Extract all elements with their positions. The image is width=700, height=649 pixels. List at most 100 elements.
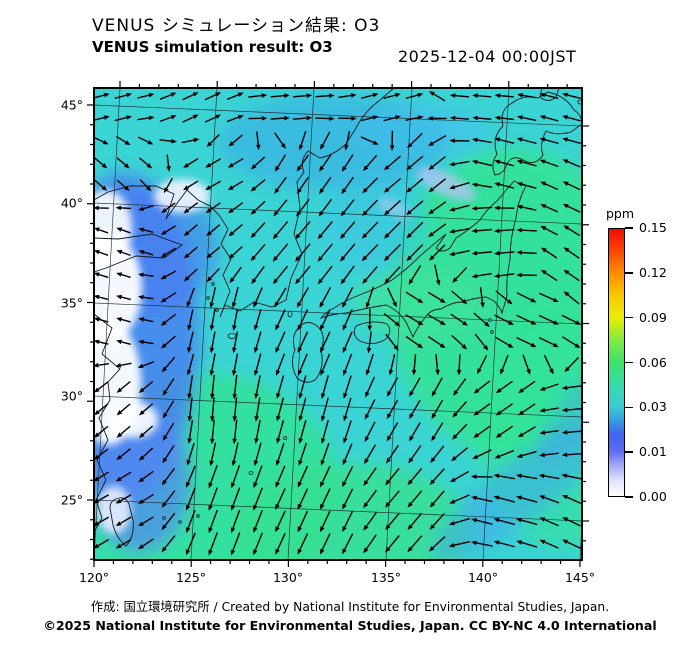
wind-arrow — [364, 399, 376, 420]
wind-arrow-head — [94, 387, 100, 393]
wind-arrow — [319, 154, 332, 172]
wind-arrow — [344, 130, 351, 151]
wind-arrow-shaft — [367, 286, 375, 304]
wind-arrow-head — [435, 279, 441, 286]
wind-arrow-head — [506, 299, 513, 305]
wind-arrow-shaft — [209, 532, 218, 551]
page-title-english: VENUS simulation result: O3 — [92, 38, 333, 56]
wind-arrow-head — [561, 495, 568, 500]
wind-arrow-shaft — [299, 442, 308, 461]
wind-arrow-shaft — [432, 134, 447, 144]
wind-arrow-head — [493, 250, 500, 256]
wind-arrow — [428, 201, 447, 215]
wind-arrow-shaft — [164, 535, 176, 549]
wind-arrow — [232, 331, 239, 354]
wind-arrow — [516, 314, 537, 325]
wind-arrow-head — [449, 161, 455, 167]
wind-arrow — [388, 353, 396, 376]
colorbar-tick — [625, 406, 633, 409]
wind-arrow-head — [261, 93, 268, 98]
wind-arrow — [182, 92, 199, 101]
wind-arrow — [320, 309, 331, 331]
wind-arrow — [315, 93, 335, 99]
wind-arrow-shaft — [187, 268, 198, 279]
wind-arrow — [451, 334, 468, 350]
wind-arrow — [495, 403, 514, 416]
wind-arrow-shaft — [411, 377, 421, 393]
wind-arrow-shaft — [366, 376, 376, 393]
wind-arrow-shaft — [410, 512, 423, 527]
wind-arrow — [431, 399, 444, 420]
wind-arrow — [114, 92, 133, 99]
wind-arrow-shaft — [405, 94, 419, 100]
wind-arrow-shaft — [277, 397, 285, 417]
wind-arrow-head — [320, 324, 325, 331]
wind-arrow — [342, 443, 353, 466]
wind-arrow — [479, 287, 485, 309]
wind-arrow — [297, 533, 309, 555]
wind-arrow-head — [296, 165, 302, 172]
wind-arrow — [516, 337, 537, 348]
wind-arrow-head — [227, 185, 234, 191]
wind-arrow — [228, 246, 243, 260]
wind-arrow-shaft — [273, 132, 284, 145]
wind-arrow — [494, 449, 515, 459]
wind-arrow — [298, 442, 308, 466]
parallel-line — [94, 499, 582, 522]
wind-arrow — [160, 335, 176, 349]
wind-arrow-head — [484, 321, 490, 327]
wind-arrow-head — [138, 410, 145, 416]
wind-arrow-head — [275, 526, 280, 533]
wind-arrow-shaft — [454, 470, 470, 481]
wind-arrow-shaft — [232, 532, 241, 551]
wind-arrow — [298, 419, 307, 444]
wind-arrow-shaft — [432, 536, 446, 549]
wind-arrow — [340, 265, 355, 285]
lat-axis-label: 25° — [61, 493, 83, 508]
wind-arrow-head — [563, 269, 570, 275]
wind-arrow-head — [539, 92, 546, 98]
wind-arrow-head — [385, 524, 391, 531]
wind-arrow-shaft — [521, 251, 537, 255]
wind-arrow — [275, 510, 286, 533]
wind-arrow — [227, 202, 244, 214]
wind-arrow — [183, 246, 198, 259]
wind-arrow-head — [366, 347, 372, 354]
coastline-sakhalin — [539, 88, 560, 101]
wind-arrow — [472, 93, 492, 98]
wind-arrow-shaft — [94, 136, 104, 143]
wind-arrow-head — [340, 210, 346, 217]
wind-arrow-shaft — [321, 465, 331, 483]
wind-arrow — [493, 473, 516, 480]
wind-arrow — [248, 116, 268, 121]
wind-arrow-shaft — [521, 183, 537, 190]
wind-arrow-shaft — [187, 532, 196, 551]
wind-arrow-shaft — [181, 139, 195, 144]
coastline-taiwan — [109, 497, 134, 547]
wind-arrow-shaft — [365, 177, 378, 190]
wind-arrow-shaft — [321, 533, 331, 550]
wind-arrow-shaft — [299, 488, 309, 506]
wind-arrow — [516, 182, 537, 190]
wind-arrow-shaft — [254, 156, 266, 167]
wind-arrow — [494, 93, 514, 98]
wind-arrow-shaft — [387, 177, 402, 190]
wind-arrow-shaft — [143, 205, 154, 210]
wind-arrow-shaft — [142, 361, 155, 367]
wind-arrow-shaft — [345, 130, 351, 146]
wind-arrow — [493, 273, 515, 279]
wind-arrow-shaft — [248, 94, 262, 98]
wind-arrow — [275, 465, 286, 488]
wind-arrow-shaft — [255, 309, 262, 326]
wind-arrow — [363, 534, 377, 554]
wind-arrow-head — [361, 233, 368, 239]
wind-arrow — [364, 444, 377, 465]
island — [577, 99, 582, 105]
wind-arrow-shaft — [232, 180, 244, 188]
wind-arrow — [471, 228, 493, 234]
wind-arrow — [160, 270, 177, 280]
wind-arrow-head — [562, 203, 569, 209]
wind-arrow — [516, 250, 537, 255]
wind-arrow-shaft — [298, 287, 309, 304]
wind-arrow-shaft — [165, 225, 176, 233]
